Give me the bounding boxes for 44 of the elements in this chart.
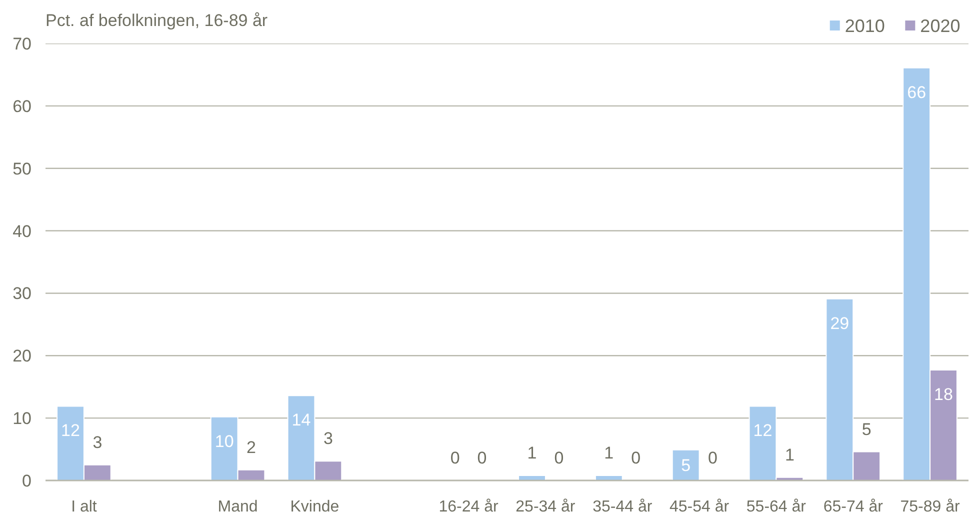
y-tick-label: 0 bbox=[22, 472, 32, 490]
data-label: 0 bbox=[450, 448, 460, 468]
y-tick-label: 70 bbox=[12, 34, 32, 54]
data-label: 14 bbox=[292, 410, 311, 430]
y-axis-title: Pct. af befolkningen, 16-89 år bbox=[46, 11, 268, 30]
x-tick-label: 16-24 år bbox=[438, 498, 500, 516]
y-tick-label: 10 bbox=[12, 409, 32, 428]
data-label: 2 bbox=[246, 438, 256, 457]
data-label: 1 bbox=[784, 445, 794, 464]
x-tick-label: I alt bbox=[71, 498, 98, 516]
data-label: 18 bbox=[934, 385, 953, 404]
y-tick-label: 30 bbox=[12, 284, 32, 304]
data-label: 5 bbox=[681, 456, 691, 476]
legend-label: 2020 bbox=[920, 16, 960, 36]
x-tick-label: 25-34 år bbox=[516, 498, 576, 516]
data-label: 12 bbox=[753, 421, 772, 440]
data-label: 3 bbox=[92, 432, 102, 452]
data-label: 1 bbox=[604, 444, 614, 463]
data-label: 0 bbox=[631, 448, 641, 468]
data-label: 66 bbox=[907, 82, 926, 102]
data-label: 0 bbox=[708, 448, 718, 468]
data-label: 3 bbox=[323, 429, 333, 448]
x-tick-label: 45-54 år bbox=[669, 498, 730, 516]
y-tick-label: 50 bbox=[12, 159, 32, 178]
bar bbox=[594, 475, 623, 480]
bar bbox=[672, 449, 700, 480]
x-tick-label: 75-89 år bbox=[900, 498, 961, 516]
x-tick-label: Mand bbox=[218, 498, 258, 516]
data-label: 10 bbox=[214, 432, 234, 451]
x-tick-label: Kvinde bbox=[290, 498, 340, 516]
data-label: 0 bbox=[554, 448, 564, 468]
y-tick-label: 20 bbox=[12, 346, 32, 366]
bar bbox=[518, 475, 546, 480]
data-label: 29 bbox=[830, 314, 850, 333]
x-tick-label: 35-44 år bbox=[592, 498, 653, 516]
data-label: 12 bbox=[61, 421, 80, 440]
y-tick-label: 40 bbox=[12, 222, 32, 241]
data-label: 0 bbox=[477, 448, 487, 468]
data-label: 5 bbox=[862, 420, 872, 439]
data-label: 1 bbox=[527, 444, 537, 463]
y-tick-label: 60 bbox=[12, 96, 32, 116]
x-tick-label: 55-64 år bbox=[746, 498, 807, 516]
legend-label: 2010 bbox=[844, 16, 885, 36]
x-tick-label: 65-74 år bbox=[823, 498, 884, 516]
